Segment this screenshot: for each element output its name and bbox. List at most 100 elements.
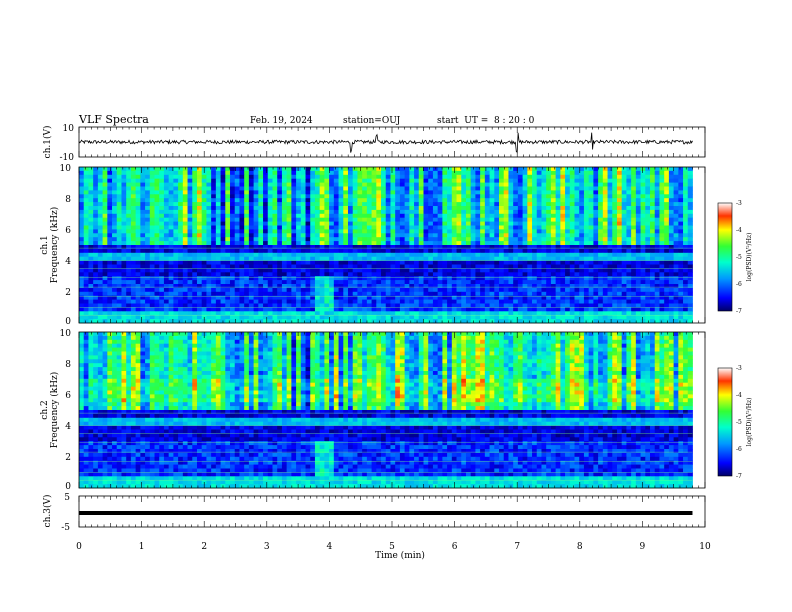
spectrogram-cell xyxy=(192,299,198,304)
spectrogram-cell xyxy=(286,225,292,230)
spectrogram-cell xyxy=(409,206,415,211)
spectrogram-cell xyxy=(527,225,533,230)
spectrogram-cell xyxy=(116,303,122,308)
spectrogram-cell xyxy=(357,272,363,277)
spectrogram-cell xyxy=(484,280,490,285)
spectrogram-cell xyxy=(447,276,453,281)
spectrogram-cell xyxy=(305,167,311,172)
spectrogram-cell xyxy=(579,194,585,199)
spectrogram-cell xyxy=(126,182,132,187)
spectrogram-cell xyxy=(291,225,297,230)
spectrogram-cell xyxy=(281,167,288,172)
spectrogram-cell xyxy=(593,272,599,277)
spectrogram-cell xyxy=(272,217,278,222)
spectrogram-cell xyxy=(621,299,627,304)
spectrogram-cell xyxy=(654,248,660,254)
spectrogram-cell xyxy=(489,241,495,246)
spectrogram-cell xyxy=(569,229,575,234)
spectrogram-cell xyxy=(451,295,457,300)
spectrogram-cell xyxy=(263,237,269,242)
spectrogram-cell xyxy=(517,272,523,277)
spectrogram-cell xyxy=(565,245,571,250)
spectrogram-cell xyxy=(536,209,542,215)
spectrogram-cell xyxy=(102,241,108,246)
spectrogram-cell xyxy=(432,260,439,265)
spectrogram-cell xyxy=(149,202,155,207)
spectrogram-cell xyxy=(385,233,391,238)
spectrogram-cell xyxy=(385,268,391,273)
spectrogram-cell xyxy=(220,190,226,195)
spectrogram-cell xyxy=(664,167,670,172)
spectrogram-cell xyxy=(79,198,85,203)
spectrogram-cell xyxy=(456,303,462,308)
spectrogram-cell xyxy=(541,198,547,203)
spectrogram-cell xyxy=(281,190,288,195)
spectrogram-cell xyxy=(635,194,641,199)
spectrogram-cell xyxy=(442,260,448,265)
spectrogram-cell xyxy=(116,280,122,285)
spectrogram-cell xyxy=(239,190,245,195)
spectrogram-cell xyxy=(267,264,273,269)
spectrogram-cell xyxy=(154,182,160,187)
spectrogram-cell xyxy=(395,221,401,226)
spectrogram-cell xyxy=(79,268,85,273)
spectrogram-cell xyxy=(343,221,349,226)
spectrogram-cell xyxy=(178,225,184,230)
spectrogram-cell xyxy=(673,299,679,304)
spectrogram-cell xyxy=(569,170,575,176)
spectrogram-cell xyxy=(140,202,146,207)
spectrogram-cell xyxy=(343,233,349,238)
spectrogram-cell xyxy=(418,213,424,219)
spectrogram-cell xyxy=(612,252,618,258)
spectrogram-cell xyxy=(239,202,245,207)
spectrogram-cell xyxy=(215,190,221,195)
spectrogram-cell xyxy=(149,307,155,312)
spectrogram-cell xyxy=(215,202,221,207)
spectrogram-cell xyxy=(145,174,151,180)
spectrogram-cell xyxy=(281,213,288,219)
spectrogram-cell xyxy=(418,167,424,172)
spectrogram-cell xyxy=(513,287,519,293)
spectrogram-cell xyxy=(178,186,184,191)
spectrogram-cell xyxy=(522,217,528,222)
spectrogram-cell xyxy=(668,182,674,187)
spectrogram-cell xyxy=(494,209,500,215)
spectrogram-cell xyxy=(333,233,339,238)
spectrogram-cell xyxy=(640,276,646,281)
spectrogram-cell xyxy=(616,264,623,269)
spectrogram-cell xyxy=(555,284,561,289)
spectrogram-cell xyxy=(310,248,316,254)
spectrogram-cell xyxy=(517,264,523,269)
spectrogram-cell xyxy=(465,299,472,304)
spectrogram-cell xyxy=(541,174,547,180)
spectrogram-cell xyxy=(126,276,132,281)
spectrogram-cell xyxy=(333,307,339,312)
spectrogram-cell xyxy=(555,237,561,242)
spectrogram-cell xyxy=(135,276,141,281)
spectrogram-cell xyxy=(305,178,311,183)
spectrogram-cell xyxy=(475,233,481,238)
spectrogram-cell xyxy=(508,252,514,258)
spectrogram-cell xyxy=(296,167,302,172)
spectrogram-cell xyxy=(196,252,203,258)
spectrogram-cell xyxy=(234,221,240,226)
spectrogram-cell xyxy=(659,276,665,281)
spectrogram-cell xyxy=(687,213,693,219)
spectrogram-cell xyxy=(121,248,127,254)
spectrogram-cell xyxy=(635,206,641,211)
spectrogram-cell xyxy=(154,256,160,261)
spectrogram-cell xyxy=(654,198,660,203)
spectrogram-cell xyxy=(626,202,632,207)
spectrogram-cell xyxy=(569,202,575,207)
spectrogram-cell xyxy=(310,268,316,273)
spectrogram-cell xyxy=(683,229,689,234)
spectrogram-cell xyxy=(635,190,641,195)
spectrogram-cell xyxy=(631,276,637,281)
spectrogram-cell xyxy=(390,170,396,176)
spectrogram-cell xyxy=(447,252,453,258)
spectrogram-cell xyxy=(305,307,311,312)
spectrogram-cell xyxy=(93,284,99,289)
spectrogram-cell xyxy=(678,303,684,308)
spectrogram-cell xyxy=(97,284,103,289)
spectrogram-cell xyxy=(220,206,226,211)
